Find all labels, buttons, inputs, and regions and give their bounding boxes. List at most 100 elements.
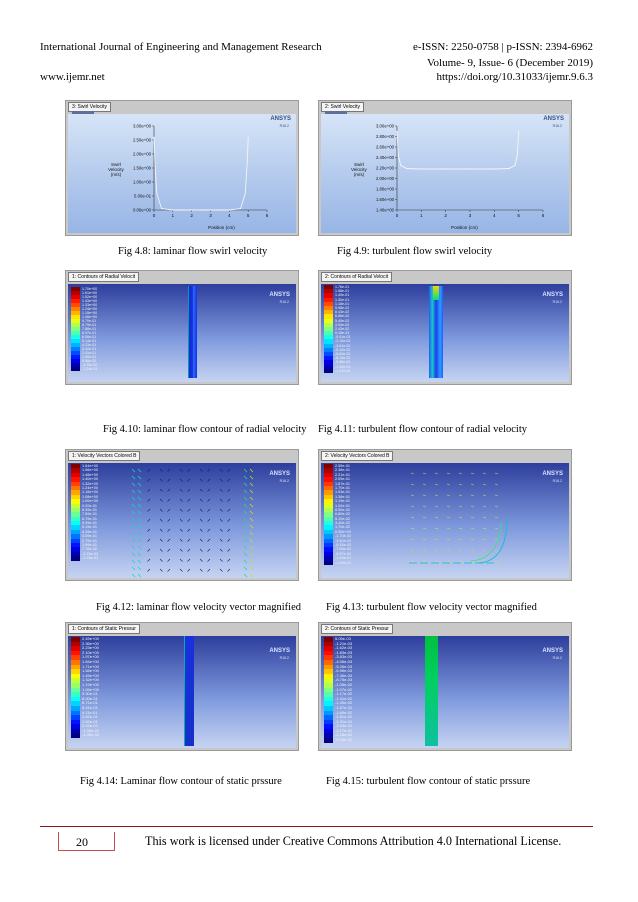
velocity-vector: [207, 478, 211, 482]
x-axis-label: Position (cm): [208, 225, 235, 230]
velocity-vector: [167, 488, 171, 492]
fig414-image: 1: Contours of Static Pressur 2.49e+00 2.…: [65, 622, 299, 751]
legend-swatch: [324, 331, 333, 336]
legend-swatch: [71, 669, 80, 674]
velocity-vector: [494, 494, 499, 497]
legend-swatch: [71, 637, 80, 642]
velocity-vector: [131, 573, 136, 578]
fig413-image: 2: Velocity Vectors Colored B 2.55e-01 2.…: [318, 449, 572, 581]
velocity-vector: [147, 528, 151, 532]
legend-entry: 1.50e-01: [71, 355, 97, 359]
legend-entry: 2.82e-01: [71, 714, 99, 720]
y-tick-label: 0.00e+00: [133, 208, 152, 213]
website-link[interactable]: www.ijemr.net: [40, 71, 105, 83]
swirl-velocity-chart-turbulent: 0 1 2 3 4 5 6 1.40e+00 1.60e+00 1.80e+00 2.00e+00 2…: [376, 124, 545, 219]
velocity-vector: [219, 468, 223, 472]
velocity-vector: [446, 494, 451, 497]
legend-entry: 4.23e-01: [71, 343, 97, 347]
contour-panel: 1.70e+00 1.61e+00 1.52e+00 1.43e+00 1.33e+00…: [68, 284, 296, 382]
velocity-vector: [446, 483, 451, 486]
velocity-vector: [219, 518, 223, 522]
legend-swatch: [71, 728, 80, 734]
legend-entry: 1.06e+00: [71, 315, 97, 319]
velocity-vector: [243, 552, 248, 557]
plot-panel: ANSYS R16.2 0 1 2 3 4 5 6 1.40e+00 1.60e+00 1.80e…: [321, 114, 569, 233]
velocity-vector: [167, 518, 171, 522]
legend-swatch: [71, 307, 80, 311]
legend-swatch: [324, 641, 333, 647]
legend-swatch: [71, 547, 80, 552]
fig415-image: 2: Contours of Static Pressur 5.05e-03 -1…: [318, 622, 572, 751]
legend-swatch: [71, 682, 80, 688]
legend-label: -2.33e-02: [82, 551, 99, 556]
ansys-logo: ANSYS: [542, 648, 563, 654]
x-tick-label: 0: [153, 213, 156, 218]
ansys-version: R16.2: [279, 124, 289, 128]
legend-entry: 1.56e+00: [71, 468, 98, 473]
velocity-vector: [243, 510, 248, 515]
legend-entry: -2.28e-02: [324, 733, 352, 739]
legend-swatch: [324, 468, 333, 473]
legend-label: 1.70e+00: [82, 287, 98, 291]
velocity-vector: [187, 518, 191, 522]
legend-entry: 2.23e+00: [71, 646, 99, 651]
legend-swatch: [71, 343, 80, 347]
velocity-vector: [187, 468, 191, 472]
legend-label: -1.12e-01: [335, 364, 351, 369]
velocity-vector: [494, 549, 499, 552]
velocity-vector: [458, 472, 463, 475]
legend-entry: -2.10e-02: [324, 339, 350, 344]
velocity-vector: [243, 545, 248, 550]
velocity-vector: [249, 489, 254, 494]
data-point: [154, 161, 156, 163]
legend-entry: 1.84e+00: [71, 659, 99, 665]
legend-entry: -1.70e-02: [324, 534, 351, 539]
legend-entry: 1.53e-01: [324, 490, 351, 495]
velocity-vector: [243, 573, 248, 578]
legend-entry: 1.45e+00: [71, 673, 99, 679]
legend-label: 1.52e-01: [82, 718, 98, 724]
legend-entry: 1.36e-01: [324, 494, 351, 500]
velocity-vector: [434, 483, 439, 486]
velocity-vector: [482, 472, 487, 475]
legend-entry: 6.71e-01: [71, 701, 99, 706]
legend-swatch: [71, 701, 80, 706]
legend-entry: -7.06e-02: [324, 547, 351, 552]
legend-swatch: [324, 477, 333, 482]
legend-swatch: [71, 543, 80, 548]
velocity-vector: [470, 516, 475, 519]
license-text: This work is licensed under Creative Com…: [145, 834, 562, 848]
legend-entry: 1.33e+00: [71, 303, 97, 307]
legend-swatch: [71, 641, 80, 647]
velocity-vector: [179, 558, 183, 562]
ansys-version: R16.2: [552, 656, 562, 660]
velocity-vector: [434, 494, 439, 497]
legend-label: 8.79e-01: [82, 323, 97, 327]
legend-swatch: [71, 499, 80, 504]
doi-link[interactable]: https://doi.org/10.31033/ijemr.9.6.3: [436, 71, 593, 83]
velocity-vector: [137, 510, 142, 515]
legend-label: -1.57e-02: [335, 704, 353, 710]
legend-label: 3.40e-02: [335, 521, 350, 526]
legend-entry: -1.06e-01: [71, 728, 99, 734]
legend-swatch: [71, 339, 80, 343]
legend-entry: 9.70e-01: [71, 319, 97, 323]
velocity-vector: [159, 508, 163, 512]
legend-entry: 9.30e-01: [71, 692, 99, 697]
legend-label: -7.36e-03: [335, 672, 353, 678]
velocity-vector: [446, 527, 451, 530]
legend-entry: 2.36e+00: [71, 641, 99, 647]
caption-fig49: Fig 4.9: turbulent flow swirl velocity: [337, 246, 493, 257]
velocity-vector: [249, 482, 254, 487]
legend-entry: 1.19e-01: [324, 499, 351, 504]
legend-label: 8.43e-02: [335, 310, 350, 315]
window-tab: 1: Contours of Radial Velocit: [68, 272, 140, 282]
legend-entry: -1.12e-01: [324, 364, 351, 369]
velocity-vector: [470, 527, 475, 530]
legend-swatch: [71, 556, 80, 561]
velocity-vector: [199, 538, 203, 542]
legend-entry: -1.91e-02: [324, 719, 352, 725]
pipe-contour: [184, 636, 194, 746]
legend-label: 6.80e-02: [335, 512, 350, 517]
velocity-vector: [199, 518, 203, 522]
